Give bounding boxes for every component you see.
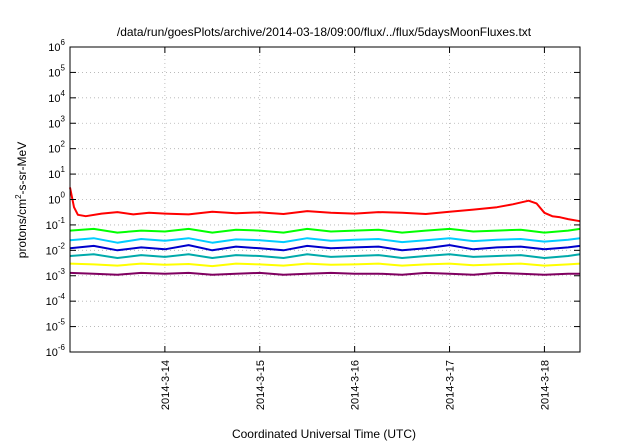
- series-line-6: [69, 262, 581, 268]
- series-line-3: [69, 237, 581, 244]
- x-tick-label: 2014-3-16: [350, 360, 362, 410]
- y-tick-label: 102: [48, 140, 65, 156]
- y-tick-base: 10: [46, 220, 58, 232]
- y-tick-exp: -4: [58, 292, 66, 301]
- grid-lines: [70, 47, 580, 352]
- y-tick-base: 10: [48, 42, 60, 54]
- x-axis-title: Coordinated Universal Time (UTC): [232, 427, 416, 441]
- y-axis-title: protons/cm2-s-sr-MeV: [14, 142, 29, 258]
- series-line-5: [69, 253, 581, 259]
- y-tick-label: 101: [48, 165, 65, 181]
- y-tick-base: 10: [48, 144, 60, 156]
- y-tick-label: 105: [48, 63, 65, 79]
- y-tick-exp: 4: [61, 89, 66, 98]
- x-tick-label: 2014-3-17: [445, 360, 457, 410]
- y-tick-label: 10-1: [46, 216, 66, 232]
- y-tick-label: 104: [48, 89, 65, 105]
- y-tick-base: 10: [46, 296, 58, 308]
- tick-marks: [70, 46, 580, 353]
- y-tick-exp: 2: [61, 140, 66, 149]
- x-tick-label: 2014-3-15: [255, 360, 267, 410]
- x-tick-label: 2014-3-18: [539, 360, 551, 410]
- series-layer: [69, 187, 581, 276]
- y-tick-exp: -5: [58, 318, 66, 327]
- y-tick-exp: 1: [61, 165, 66, 174]
- y-tick-exp: 6: [61, 38, 66, 47]
- y-tick-base: 10: [48, 93, 60, 105]
- series-line-2: [69, 227, 581, 234]
- y-tick-label: 10-6: [46, 343, 66, 359]
- y-tick-base: 10: [48, 67, 60, 79]
- y-tick-exp: -2: [58, 241, 66, 250]
- y-tick-base: 10: [48, 195, 60, 207]
- y-tick-base: 10: [46, 322, 58, 334]
- y-axis-title-post: -s-sr-MeV: [15, 142, 29, 195]
- y-tick-label: 10-2: [46, 241, 66, 257]
- y-tick-base: 10: [48, 118, 60, 130]
- y-tick-exp: -1: [58, 216, 66, 225]
- series-line-7: [69, 271, 580, 276]
- y-tick-exp: -3: [58, 267, 66, 276]
- y-tick-base: 10: [48, 169, 60, 181]
- y-tick-exp: -6: [58, 343, 66, 352]
- y-axis-title-pre: protons/cm: [15, 199, 29, 258]
- series-line-4: [69, 244, 581, 252]
- y-tick-exp: 5: [61, 63, 66, 72]
- y-tick-base: 10: [46, 271, 58, 283]
- y-tick-base: 10: [46, 347, 58, 359]
- y-tick-label: 100: [48, 191, 65, 207]
- y-axis-title-sup: 2: [14, 194, 23, 199]
- y-tick-exp: 3: [61, 114, 66, 123]
- y-tick-label: 103: [48, 114, 65, 130]
- y-tick-exp: 0: [61, 191, 66, 200]
- chart-title: /data/run/goesPlots/archive/2014-03-18/0…: [117, 25, 532, 39]
- y-tick-base: 10: [46, 245, 58, 257]
- y-tick-labels: 10610510410310210110010-110-210-310-410-…: [46, 38, 66, 359]
- y-tick-label: 10-3: [46, 267, 66, 283]
- x-tick-labels: 2014-3-14 2014-3-15 2014-3-16 2014-3-17 2014…: [160, 360, 552, 410]
- y-tick-label: 106: [48, 38, 65, 54]
- y-tick-label: 10-4: [46, 292, 66, 308]
- y-tick-label: 10-5: [46, 318, 66, 334]
- series-line-1: [69, 187, 581, 223]
- x-tick-label: 2014-3-14: [160, 360, 172, 410]
